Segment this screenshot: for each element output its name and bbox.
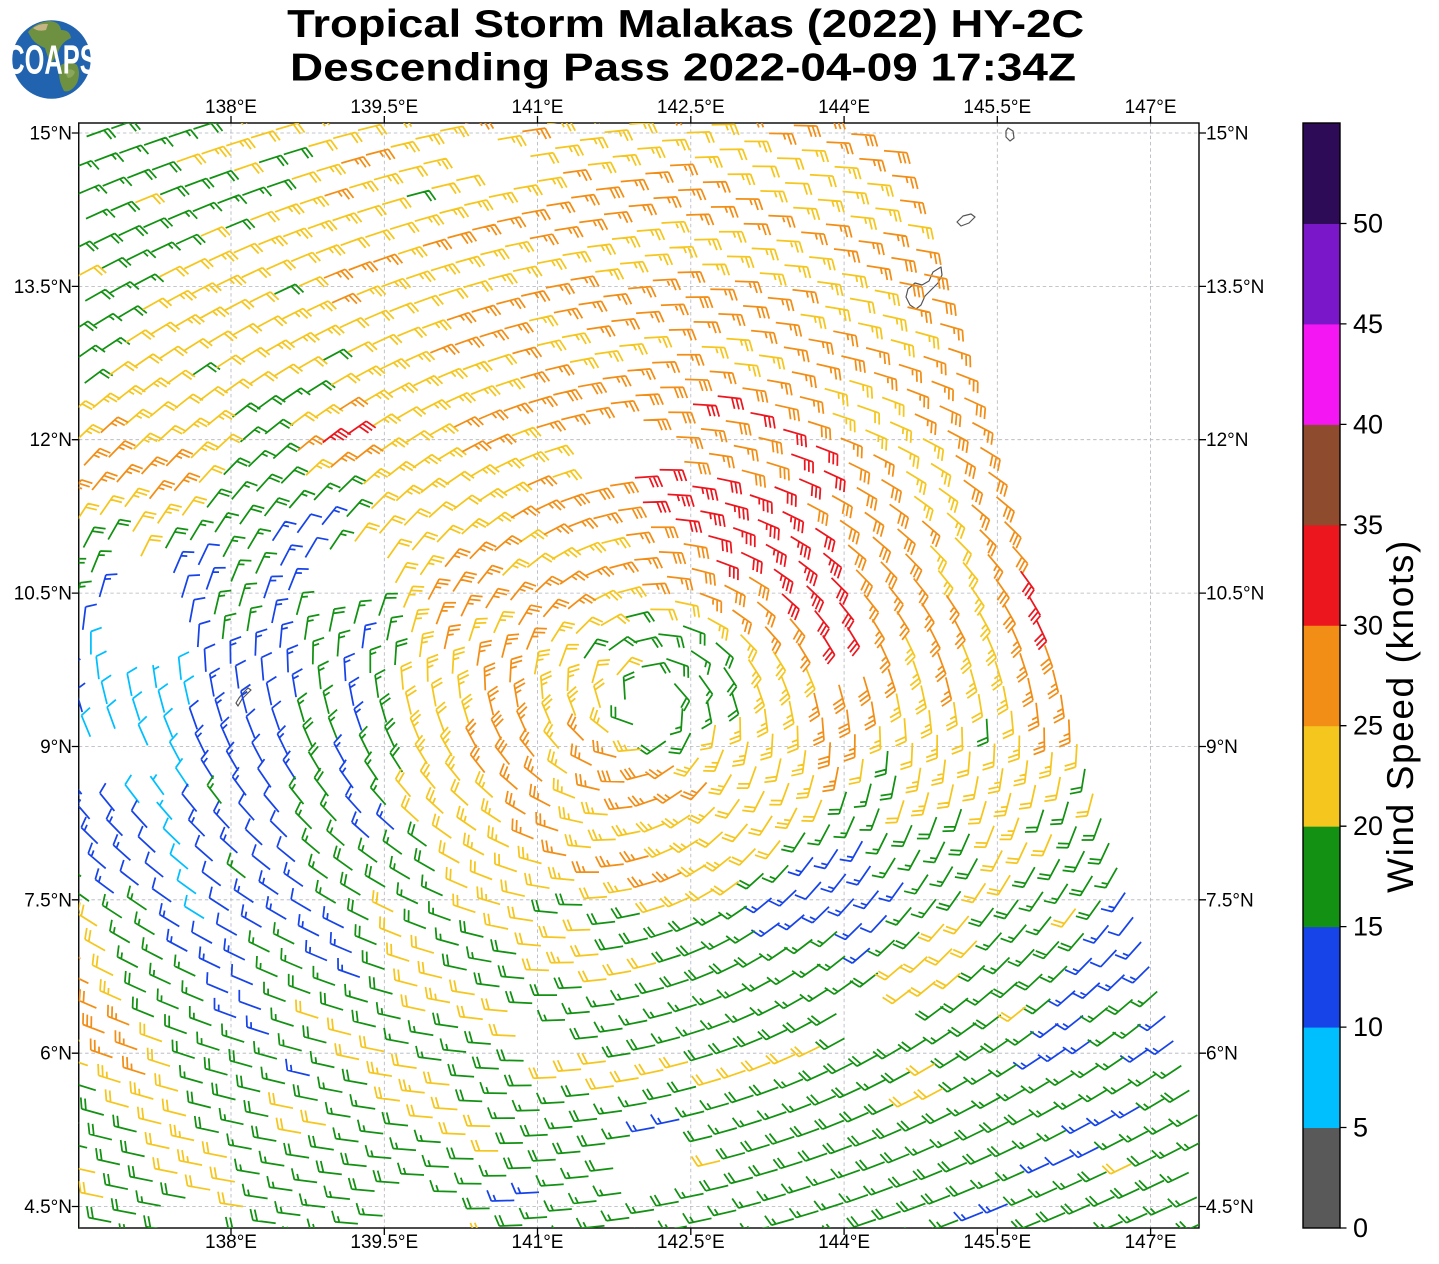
svg-text:4.5°N: 4.5°N: [24, 1197, 72, 1218]
svg-text:30: 30: [1353, 610, 1383, 640]
svg-text:139.5°E: 139.5°E: [350, 1232, 418, 1253]
svg-text:138°E: 138°E: [205, 97, 257, 118]
svg-text:50: 50: [1353, 209, 1383, 239]
svg-text:7.5°N: 7.5°N: [1206, 890, 1254, 911]
svg-text:12°N: 12°N: [30, 430, 72, 451]
svg-text:147°E: 147°E: [1125, 1232, 1177, 1253]
svg-text:145.5°E: 145.5°E: [963, 1232, 1031, 1253]
svg-text:15°N: 15°N: [30, 124, 72, 145]
svg-text:Tropical Storm Malakas (2022): Tropical Storm Malakas (2022) HY-2C: [287, 3, 1084, 46]
svg-text:6°N: 6°N: [1206, 1044, 1238, 1065]
svg-text:13.5°N: 13.5°N: [1206, 277, 1264, 298]
svg-text:25: 25: [1353, 711, 1383, 741]
svg-text:7.5°N: 7.5°N: [24, 890, 72, 911]
svg-text:10.5°N: 10.5°N: [14, 584, 72, 605]
svg-text:4.5°N: 4.5°N: [1206, 1197, 1254, 1218]
svg-text:5: 5: [1353, 1113, 1368, 1143]
svg-text:144°E: 144°E: [818, 1232, 870, 1253]
svg-text:138°E: 138°E: [205, 1232, 257, 1253]
svg-text:Descending Pass 2022-04-09 17:: Descending Pass 2022-04-09 17:34Z: [290, 47, 1076, 90]
svg-text:139.5°E: 139.5°E: [350, 97, 418, 118]
svg-text:12°N: 12°N: [1206, 430, 1248, 451]
svg-text:35: 35: [1353, 510, 1383, 540]
svg-text:0: 0: [1353, 1213, 1368, 1243]
svg-text:145.5°E: 145.5°E: [963, 97, 1031, 118]
svg-text:15: 15: [1353, 912, 1383, 942]
svg-text:13.5°N: 13.5°N: [14, 277, 72, 298]
svg-text:9°N: 9°N: [1206, 737, 1238, 758]
svg-text:15°N: 15°N: [1206, 124, 1248, 145]
svg-text:141°E: 141°E: [512, 97, 564, 118]
svg-text:Wind Speed (knots): Wind Speed (knots): [1380, 539, 1421, 893]
svg-text:147°E: 147°E: [1125, 97, 1177, 118]
svg-text:141°E: 141°E: [512, 1232, 564, 1253]
svg-text:45: 45: [1353, 309, 1383, 339]
svg-text:142.5°E: 142.5°E: [657, 97, 725, 118]
svg-text:9°N: 9°N: [40, 737, 72, 758]
svg-text:40: 40: [1353, 409, 1383, 439]
svg-text:144°E: 144°E: [818, 97, 870, 118]
svg-text:10.5°N: 10.5°N: [1206, 584, 1264, 605]
svg-text:20: 20: [1353, 811, 1383, 841]
svg-text:COAPS: COAPS: [6, 37, 96, 83]
svg-text:10: 10: [1353, 1012, 1383, 1042]
svg-text:142.5°E: 142.5°E: [657, 1232, 725, 1253]
svg-text:6°N: 6°N: [40, 1044, 72, 1065]
